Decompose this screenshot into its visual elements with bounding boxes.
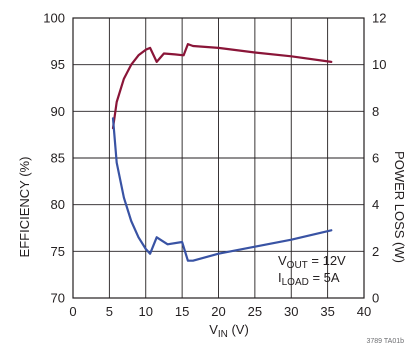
y-tick-label: 75 xyxy=(51,244,65,259)
y2-tick-label: 12 xyxy=(372,11,386,26)
y-tick-label: 100 xyxy=(43,11,65,26)
x-tick-label: 40 xyxy=(357,304,371,319)
x-tick-label: 10 xyxy=(139,304,153,319)
power-loss-line xyxy=(111,117,333,262)
vout-main: V xyxy=(278,253,287,268)
vout-value: = 12V xyxy=(308,253,346,268)
y-tick-label: 85 xyxy=(51,151,65,166)
x-axis-title-main: V xyxy=(209,322,218,337)
x-tick-label: 15 xyxy=(175,304,189,319)
iload-value: = 5A xyxy=(309,270,340,285)
iload-sub: LOAD xyxy=(282,277,309,288)
figure-code: 3789 TA01b xyxy=(367,338,405,345)
y2-tick-label: 8 xyxy=(372,104,379,119)
x-axis-title-sub: IN xyxy=(218,329,228,340)
y2-tick-label: 0 xyxy=(372,291,379,306)
y2-tick-label: 6 xyxy=(372,151,379,166)
vout-sub: OUT xyxy=(287,260,308,271)
x-tick-label: 35 xyxy=(320,304,334,319)
plot-frame xyxy=(72,17,365,299)
iload-main: I xyxy=(278,270,282,285)
y-axis-title: EFFICIENCY (%) xyxy=(17,157,32,258)
x-tick-label: 5 xyxy=(106,304,113,319)
y-tick-label: 80 xyxy=(51,197,65,212)
x-axis-title: VIN (V) xyxy=(209,322,249,340)
y-axis-ticks: 70 75 80 85 90 95 100 xyxy=(43,11,65,306)
x-tick-label: 0 xyxy=(69,304,76,319)
y2-axis-ticks: 0 2 4 6 8 10 12 xyxy=(372,11,386,306)
x-axis-title-unit: (V) xyxy=(228,322,249,337)
y2-tick-label: 2 xyxy=(372,244,379,259)
y2-tick-label: 4 xyxy=(372,197,379,212)
y2-axis-title: POWER LOSS (W) xyxy=(392,151,407,263)
y-tick-label: 95 xyxy=(51,57,65,72)
x-axis-ticks: 0 5 10 15 20 25 30 35 40 xyxy=(69,304,371,319)
vout-annotation: VOUT = 12V xyxy=(278,253,346,271)
efficiency-line xyxy=(111,43,333,130)
iload-annotation: ILOAD = 5A xyxy=(278,270,340,288)
y-tick-label: 70 xyxy=(51,291,65,306)
y-tick-label: 90 xyxy=(51,104,65,119)
x-tick-label: 25 xyxy=(248,304,262,319)
grid xyxy=(73,18,364,298)
series-group xyxy=(111,43,333,262)
x-tick-label: 30 xyxy=(284,304,298,319)
x-tick-label: 20 xyxy=(211,304,225,319)
y2-tick-label: 10 xyxy=(372,57,386,72)
